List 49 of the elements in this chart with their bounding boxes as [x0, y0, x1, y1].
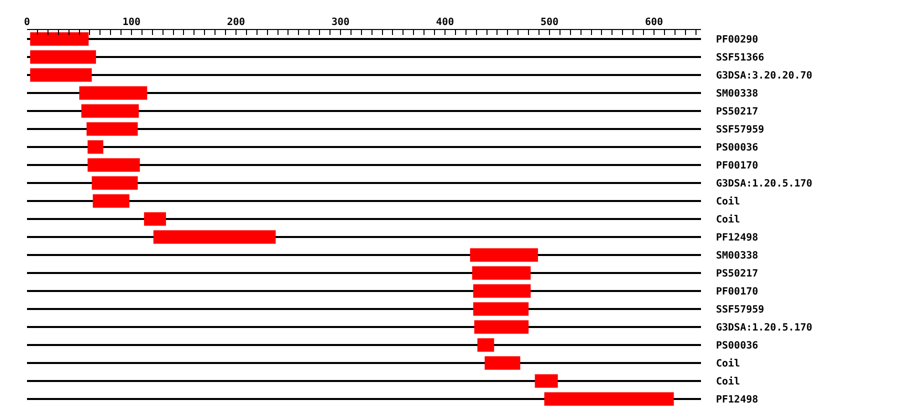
bar — [79, 86, 148, 100]
x-tick-label: 0 — [24, 17, 30, 28]
y-tick-label: G3DSA:1.20.5.170 — [716, 322, 812, 334]
bar — [473, 284, 531, 298]
x-tick-label: 600 — [644, 17, 664, 28]
bar — [92, 194, 130, 208]
x-tick-label: 200 — [226, 17, 246, 28]
y-tick-label: Coil — [716, 196, 740, 208]
y-tick-label: Coil — [716, 376, 740, 388]
y-tick-label: SM00338 — [716, 250, 758, 262]
y-tick-label: G3DSA:3.20.20.70 — [716, 70, 812, 82]
y-tick-label: SM00338 — [716, 88, 758, 100]
y-tick-label: PF12498 — [716, 394, 758, 406]
bar — [544, 392, 674, 406]
bar — [30, 68, 92, 82]
x-tick-label: 500 — [540, 17, 559, 28]
bar — [30, 32, 89, 46]
y-tick-label: PF00290 — [716, 34, 758, 46]
x-tick-label: 400 — [436, 17, 454, 28]
y-tick-label: PS00036 — [716, 340, 758, 352]
bar — [88, 158, 140, 172]
y-tick-label: Coil — [716, 358, 740, 370]
x-tick-label: 100 — [122, 17, 141, 28]
bar — [153, 230, 276, 244]
y-tick-label: PS00036 — [716, 142, 758, 154]
y-tick-label: SSF51366 — [716, 52, 764, 64]
y-tick-label: PF12498 — [716, 232, 758, 244]
bar — [81, 104, 139, 118]
bar — [534, 374, 558, 388]
x-tick-label: 300 — [331, 17, 350, 28]
bar — [477, 338, 494, 352]
bar — [86, 122, 138, 136]
y-tick-label: Coil — [716, 214, 740, 226]
bar — [88, 140, 104, 154]
y-tick-label: SSF57959 — [716, 124, 764, 136]
bar — [472, 266, 531, 280]
bar — [470, 248, 538, 262]
bar — [144, 212, 166, 226]
bar — [473, 302, 529, 316]
y-tick-label: PS50217 — [716, 106, 758, 118]
bar — [30, 50, 96, 64]
bar — [484, 356, 520, 370]
y-tick-label: SSF57959 — [716, 304, 764, 316]
bar — [474, 320, 529, 334]
y-tick-label: G3DSA:1.20.5.170 — [716, 178, 812, 190]
y-tick-label: PS50217 — [716, 268, 758, 280]
y-tick-label: PF00170 — [716, 286, 758, 298]
bar — [92, 176, 138, 190]
y-tick-label: PF00170 — [716, 160, 758, 172]
